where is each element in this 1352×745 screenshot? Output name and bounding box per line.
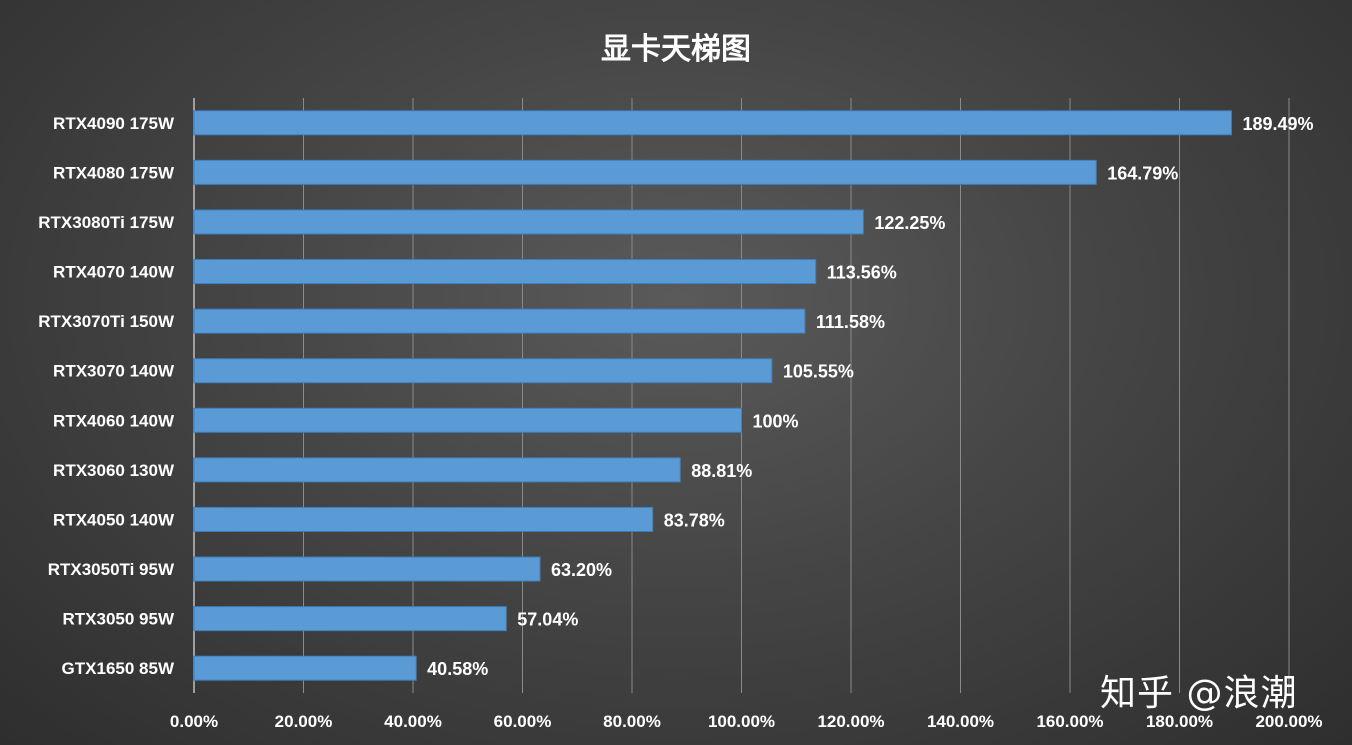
x-tick-label: 100.00% <box>708 712 775 731</box>
data-label: 164.79% <box>1107 163 1178 183</box>
category-label: RTX3060 130W <box>53 461 175 480</box>
data-label: 83.78% <box>664 510 725 530</box>
bar <box>193 407 742 433</box>
bar <box>193 159 1097 185</box>
data-label: 63.20% <box>551 560 612 580</box>
data-label: 40.58% <box>427 659 488 679</box>
category-label: RTX3050 95W <box>63 610 175 629</box>
data-label: 100% <box>753 411 799 431</box>
x-tick-label: 80.00% <box>603 712 661 731</box>
x-tick-label: 180.00% <box>1146 712 1213 731</box>
chart-title: 显卡天梯图 <box>601 32 751 67</box>
bar <box>193 259 817 285</box>
data-label: 113.56% <box>827 263 897 283</box>
bar <box>193 457 681 483</box>
data-label: 105.55% <box>783 362 854 382</box>
category-label: RTX4050 140W <box>53 510 175 529</box>
category-label: RTX4060 140W <box>53 411 175 430</box>
data-label: 122.25% <box>874 213 945 233</box>
category-label: RTX3080Ti 175W <box>38 213 175 232</box>
bar <box>193 606 507 632</box>
x-tick-label: 120.00% <box>817 712 884 731</box>
bar <box>193 506 654 532</box>
x-tick-label: 60.00% <box>494 712 552 731</box>
x-tick-label: 0.00% <box>170 712 218 731</box>
data-label: 189.49% <box>1242 114 1313 134</box>
x-tick-label: 160.00% <box>1036 712 1103 731</box>
category-label: RTX4070 140W <box>53 263 175 282</box>
x-tick-label: 200.00% <box>1255 712 1322 731</box>
category-label: RTX3070Ti 150W <box>38 312 175 331</box>
x-tick-label: 140.00% <box>927 712 994 731</box>
watermark-text: 知乎 @浪潮 <box>1100 673 1298 714</box>
category-label: RTX3070 140W <box>53 362 175 381</box>
category-label: RTX4090 175W <box>53 114 175 133</box>
x-tick-label: 40.00% <box>384 712 442 731</box>
data-label: 57.04% <box>517 610 578 630</box>
bar <box>193 358 773 384</box>
category-label: RTX3050Ti 95W <box>48 560 175 579</box>
category-label: GTX1650 85W <box>62 659 175 678</box>
data-label: 88.81% <box>691 461 752 481</box>
category-label: RTX4080 175W <box>53 163 175 182</box>
x-tick-label: 20.00% <box>275 712 333 731</box>
bar <box>193 308 806 334</box>
bar <box>193 655 417 681</box>
bar <box>193 110 1232 136</box>
bar <box>193 209 864 235</box>
bar <box>193 556 541 582</box>
data-label: 111.58% <box>816 312 885 332</box>
